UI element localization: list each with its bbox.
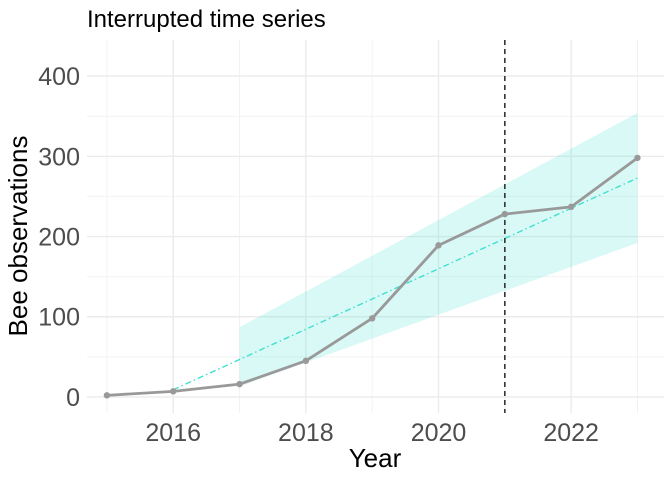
observed-point: [435, 242, 442, 249]
x-tick-label: 2016: [145, 419, 201, 447]
y-tick-label: 200: [38, 224, 80, 252]
observed-point: [103, 392, 111, 399]
minor-gridlines: [87, 40, 664, 413]
x-tick-label: 2020: [411, 419, 467, 447]
y-tick-label: 0: [66, 384, 80, 412]
y-tick-label: 300: [38, 143, 80, 171]
observed-point: [567, 203, 575, 211]
observed-series-layer: [103, 154, 641, 399]
chart-title: Interrupted time series: [87, 6, 326, 33]
x-axis-title: Year: [349, 443, 402, 473]
y-tick-label: 100: [38, 304, 80, 332]
trend-line: [172, 177, 638, 391]
observed-point: [170, 388, 177, 395]
observed-point: [634, 154, 641, 162]
observed-point: [236, 380, 243, 388]
y-tick-labels: 0 100 200 300 400: [38, 63, 80, 412]
confidence-band-layer: [239, 112, 638, 387]
observed-point: [501, 210, 509, 218]
trend-line-layer: [172, 177, 638, 391]
confidence-band: [239, 112, 638, 387]
major-gridlines: [87, 40, 664, 413]
y-tick-label: 400: [38, 63, 80, 91]
x-tick-label: 2018: [278, 419, 334, 447]
observed-point: [302, 357, 310, 365]
observed-point: [368, 315, 376, 322]
x-tick-labels: 2016 2018 2020 2022: [145, 419, 599, 447]
y-axis-title: Bee observations: [3, 136, 33, 337]
x-tick-label: 2022: [543, 419, 599, 447]
